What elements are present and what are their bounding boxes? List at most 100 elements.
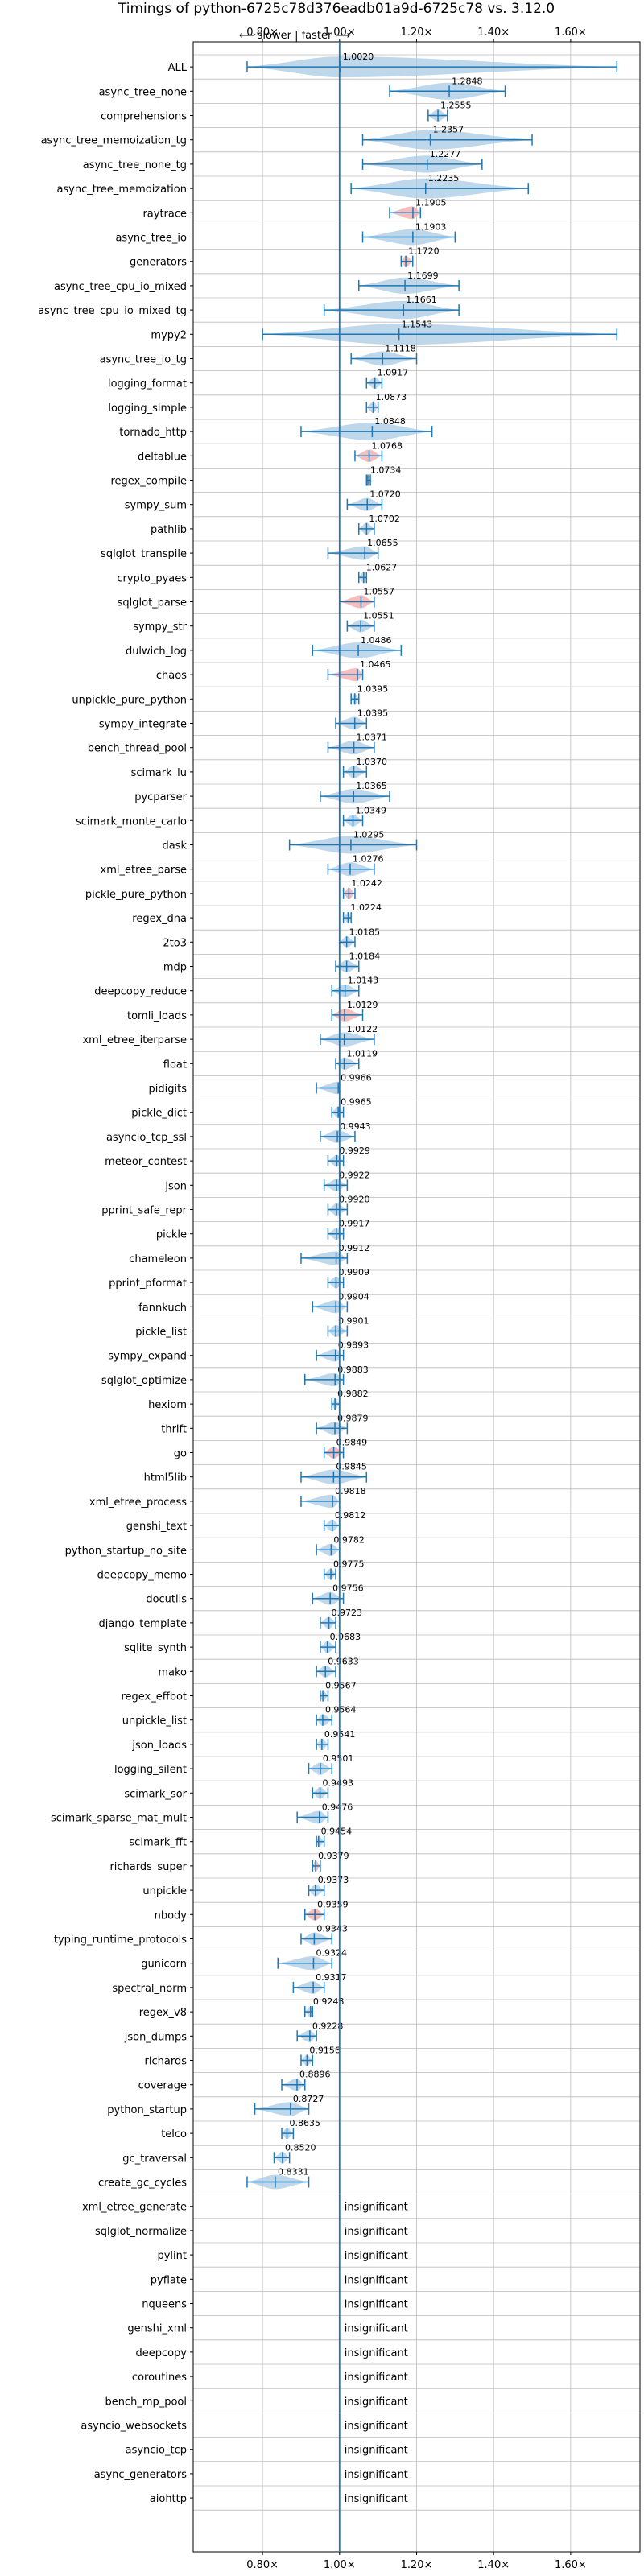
benchmark-label: crypto_pyaes — [117, 572, 187, 584]
value-label: 0.9883 — [337, 1364, 369, 1375]
value-label: 1.0185 — [349, 927, 381, 937]
value-label: 0.9929 — [339, 1146, 370, 1156]
insignificant-label: insignificant — [345, 2372, 408, 2384]
benchmark-label: asyncio_tcp — [126, 2445, 187, 2457]
value-label: 0.9882 — [337, 1389, 369, 1399]
benchmark-label: mdp — [163, 962, 187, 974]
benchmark-label: spectral_norm — [112, 1983, 187, 1995]
value-label: 1.0020 — [343, 52, 374, 62]
insignificant-label: insignificant — [345, 2226, 408, 2238]
benchmark-label: meteor_contest — [105, 1156, 187, 1168]
value-label: 1.0276 — [353, 854, 384, 865]
benchmark-label: ALL — [168, 62, 188, 74]
benchmark-label: fannkuch — [138, 1302, 187, 1314]
benchmark-label: gunicorn — [141, 1959, 187, 1971]
benchmark-label: async_tree_cpu_io_mixed — [54, 281, 187, 293]
value-label: 1.0848 — [374, 416, 406, 427]
benchmark-label: float — [163, 1059, 187, 1071]
benchmark-label: pathlib — [151, 524, 187, 536]
value-label: 0.9343 — [316, 1924, 348, 1934]
value-label: 1.1699 — [407, 270, 439, 281]
benchmark-label: gc_traversal — [122, 2153, 187, 2165]
value-label: 1.0365 — [356, 781, 387, 791]
value-label: 0.9966 — [341, 1073, 372, 1084]
benchmark-label: pickle — [156, 1229, 187, 1241]
value-label: 1.1118 — [385, 344, 416, 354]
value-label: 0.9775 — [333, 1559, 365, 1570]
benchmark-label: async_tree_cpu_io_mixed_tg — [38, 305, 187, 317]
x-tick-label-top: 0.80× — [246, 27, 279, 39]
value-label: 0.9818 — [335, 1486, 366, 1496]
benchmark-label: sympy_str — [133, 621, 187, 634]
value-label: 1.0242 — [351, 878, 382, 889]
value-label: 1.0551 — [363, 611, 394, 621]
value-label: 1.0917 — [378, 368, 409, 378]
benchmark-label: pickle_list — [135, 1327, 187, 1339]
value-label: 1.0122 — [347, 1024, 378, 1034]
benchmark-label: create_gc_cycles — [98, 2178, 187, 2190]
benchmark-label: bench_thread_pool — [88, 743, 187, 755]
benchmark-label: logging_simple — [108, 402, 187, 415]
value-label: 0.9909 — [338, 1267, 369, 1278]
benchmark-label: richards_super — [109, 1861, 187, 1873]
benchmark-label: xml_etree_iterparse — [82, 1034, 187, 1046]
benchmark-label: sqlite_synth — [124, 1642, 187, 1654]
benchmark-label: regex_dna — [132, 913, 187, 925]
benchmark-label: nbody — [155, 1909, 188, 1922]
benchmark-label: telco — [161, 2128, 187, 2140]
value-label: 1.0395 — [357, 683, 389, 694]
value-label: 1.0119 — [347, 1048, 378, 1059]
benchmark-label: deepcopy_reduce — [94, 986, 187, 998]
value-label: 1.2235 — [428, 173, 460, 184]
value-label: 0.9493 — [323, 1777, 354, 1788]
benchmark-label: logging_silent — [114, 1764, 187, 1776]
benchmark-label: unpickle_list — [122, 1715, 187, 1728]
benchmark-label: aiohttp — [150, 2493, 187, 2505]
x-tick-label-top: 1.20× — [401, 27, 433, 39]
benchmark-label: async_tree_none_tg — [83, 159, 187, 171]
benchmark-label: deltablue — [138, 451, 187, 463]
value-label: 1.1903 — [415, 222, 447, 233]
benchmark-label: hexiom — [148, 1399, 187, 1411]
benchmark-label: deepcopy_memo — [97, 1570, 187, 1582]
value-label: 1.0655 — [367, 538, 398, 548]
benchmark-label: pylint — [157, 2250, 187, 2262]
value-label: 1.0720 — [369, 489, 401, 500]
benchmark-label: comprehensions — [101, 111, 187, 123]
chart-title: Timings of python-6725c78d376eadb01a9d-6… — [118, 1, 555, 17]
value-label: 0.9564 — [325, 1705, 357, 1715]
benchmark-label: sympy_expand — [108, 1351, 187, 1363]
benchmark-label: async_tree_io_tg — [100, 354, 187, 366]
violin-layer — [246, 56, 618, 2190]
value-label: 1.1543 — [402, 319, 432, 329]
value-label: 1.2555 — [440, 101, 472, 111]
value-label: 1.0143 — [348, 976, 379, 986]
benchmark-label: async_tree_memoization — [56, 184, 187, 196]
x-tick-label-bottom: 1.00× — [324, 2559, 356, 2571]
benchmark-label: mako — [158, 1666, 187, 1678]
value-label: 1.1661 — [406, 295, 437, 305]
benchmark-label: scimark_sparse_mat_mult — [51, 1813, 187, 1825]
benchmark-label: mypy2 — [151, 329, 187, 341]
benchmark-label: pprint_safe_repr — [101, 1205, 187, 1217]
x-tick-label-bottom: 0.80× — [246, 2559, 279, 2571]
value-label: 0.9845 — [336, 1462, 367, 1472]
insignificant-label: insignificant — [345, 2250, 408, 2262]
x-tick-label-bottom: 1.20× — [401, 2559, 433, 2571]
value-label: 0.9879 — [337, 1413, 369, 1423]
benchmark-label: docutils — [146, 1594, 187, 1606]
benchmark-label: json — [164, 1180, 187, 1192]
value-label: 0.9373 — [318, 1875, 349, 1885]
benchmark-label: chameleon — [129, 1253, 187, 1265]
value-label: 1.2848 — [452, 76, 483, 86]
benchmark-label: deepcopy — [135, 2347, 187, 2359]
benchmark-label: pickle_dict — [131, 1108, 187, 1120]
value-label: 0.9248 — [313, 1996, 345, 2007]
value-label: 0.9965 — [341, 1097, 372, 1108]
benchmark-label: sqlglot_normalize — [95, 2226, 187, 2238]
value-label: 0.9912 — [339, 1243, 370, 1253]
benchmark-label: xml_etree_process — [89, 1496, 187, 1509]
value-label: 1.0465 — [360, 659, 391, 670]
value-label: 0.8331 — [278, 2167, 309, 2178]
